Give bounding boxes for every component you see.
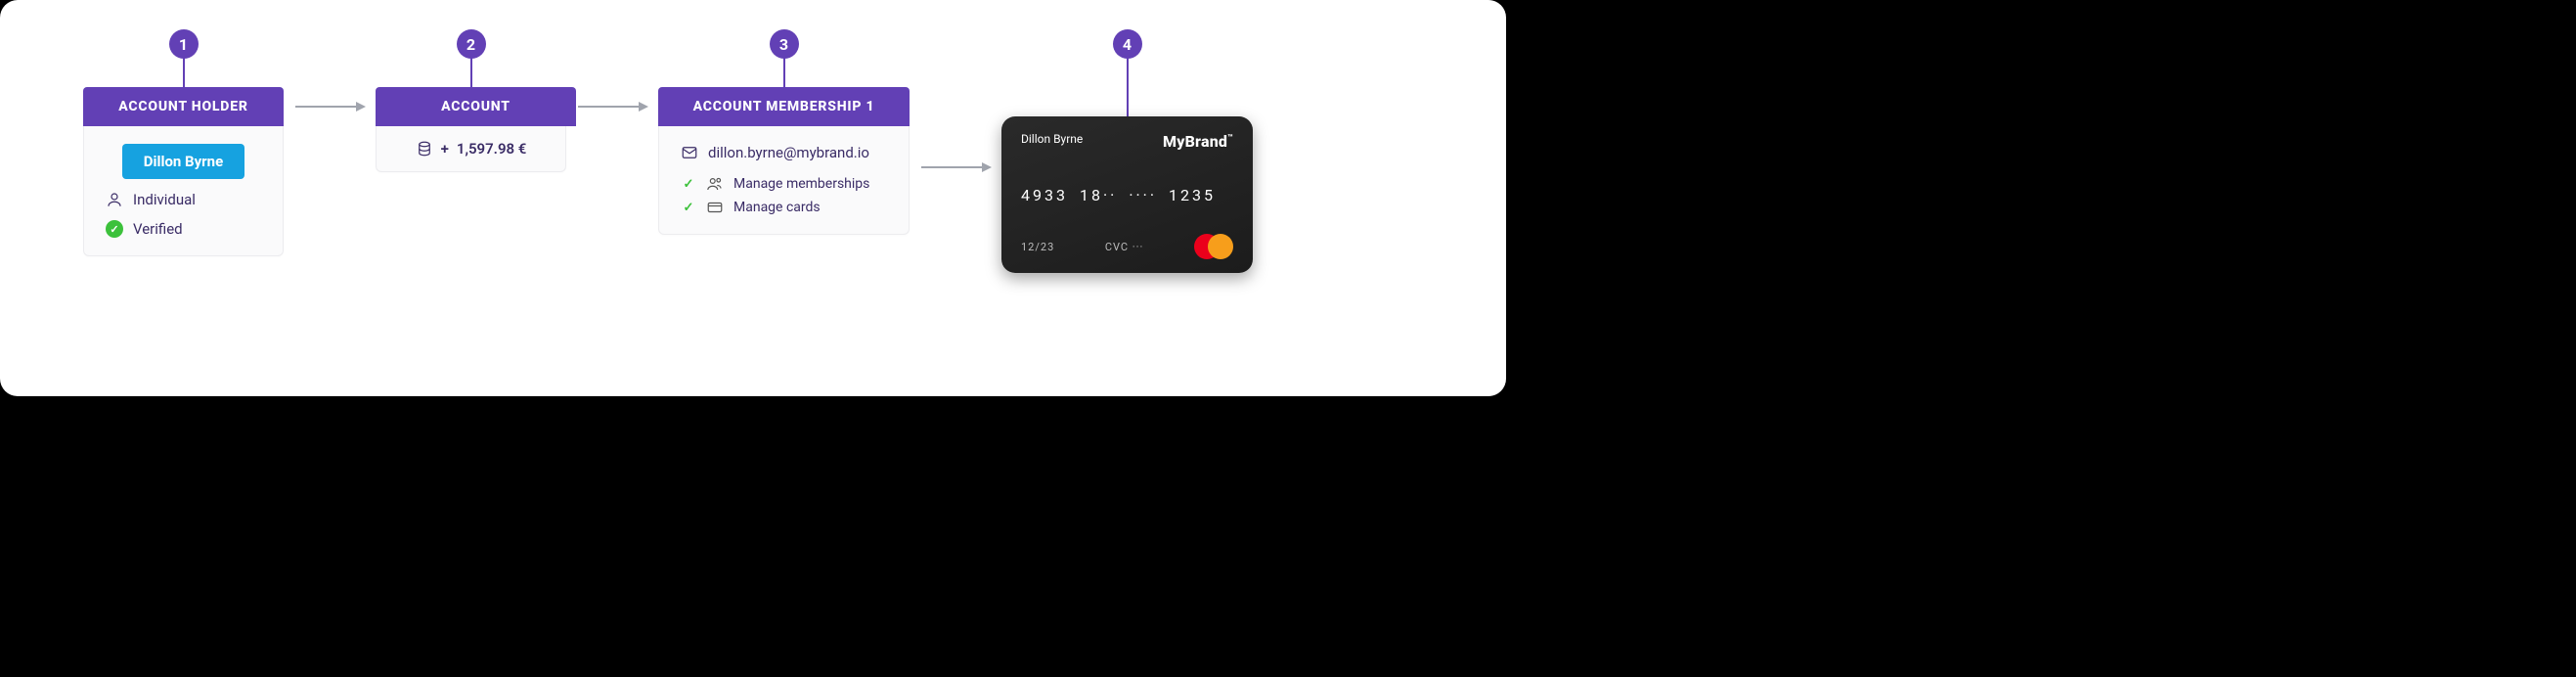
verified-icon (106, 220, 123, 238)
badge-connector (783, 58, 785, 87)
node-body-account-holder: Dillon Byrne Individual Verified (83, 126, 284, 256)
badge-connector (1127, 58, 1129, 116)
arrow-3 (921, 166, 990, 168)
step-badge-2: 2 (457, 29, 486, 59)
holder-verified-label: Verified (133, 220, 183, 238)
credit-card: Dillon Byrne MyBrand™ 4933 18·· ···· 123… (1001, 116, 1253, 273)
diagram-canvas: 1 ACCOUNT HOLDER Dillon Byrne Individual (0, 0, 1506, 396)
balance-prefix: + (441, 140, 449, 158)
badge-connector (470, 58, 472, 87)
arrow-2 (578, 106, 646, 108)
node-header-membership: ACCOUNT MEMBERSHIP 1 (658, 87, 910, 126)
card-cvc-label: CVC ··· (1105, 241, 1144, 253)
permission-manage-cards: ✓ Manage cards (681, 199, 887, 216)
step-badge-1: 1 (169, 29, 199, 59)
check-icon: ✓ (681, 177, 696, 192)
node-body-account: + 1,597.98 € (376, 126, 566, 172)
permission-manage-memberships: ✓ Manage memberships (681, 175, 887, 193)
membership-email: dillon.byrne@mybrand.io (708, 144, 869, 161)
mastercard-icon (1194, 234, 1233, 259)
node-account: 2 ACCOUNT + 1,597.98 € (376, 29, 566, 172)
node-header-account-holder: ACCOUNT HOLDER (83, 87, 284, 126)
members-icon (706, 175, 724, 193)
flow-row: 1 ACCOUNT HOLDER Dillon Byrne Individual (83, 29, 1253, 273)
node-card: 4 Dillon Byrne MyBrand™ 4933 18·· ···· 1… (1001, 29, 1253, 273)
balance-value: 1,597.98 € (457, 140, 527, 158)
node-header-account: ACCOUNT (376, 87, 576, 126)
permission-label: Manage cards (733, 200, 821, 215)
step-badge-4: 4 (1113, 29, 1142, 59)
mail-icon (681, 144, 698, 161)
check-icon: ✓ (681, 201, 696, 215)
arrow-1 (295, 106, 364, 108)
card-icon (706, 199, 724, 216)
node-body-membership: dillon.byrne@mybrand.io ✓ Manage members… (658, 126, 910, 235)
holder-name-pill: Dillon Byrne (122, 144, 244, 179)
holder-type-label: Individual (133, 191, 196, 208)
card-holder-name: Dillon Byrne (1021, 132, 1083, 146)
badge-connector (183, 58, 185, 87)
holder-verified-line: Verified (106, 220, 261, 238)
holder-type-line: Individual (106, 191, 261, 208)
permission-label: Manage memberships (733, 176, 869, 192)
coins-icon (416, 140, 433, 158)
node-membership: 3 ACCOUNT MEMBERSHIP 1 dillon.byrne@mybr… (658, 29, 910, 235)
card-expiry: 12/23 (1021, 241, 1054, 253)
step-badge-3: 3 (770, 29, 799, 59)
card-brand: MyBrand™ (1163, 132, 1233, 151)
node-account-holder: 1 ACCOUNT HOLDER Dillon Byrne Individual (83, 29, 284, 256)
membership-email-line: dillon.byrne@mybrand.io (681, 144, 887, 161)
user-icon (106, 191, 123, 208)
card-number: 4933 18·· ···· 1235 (1021, 186, 1233, 204)
